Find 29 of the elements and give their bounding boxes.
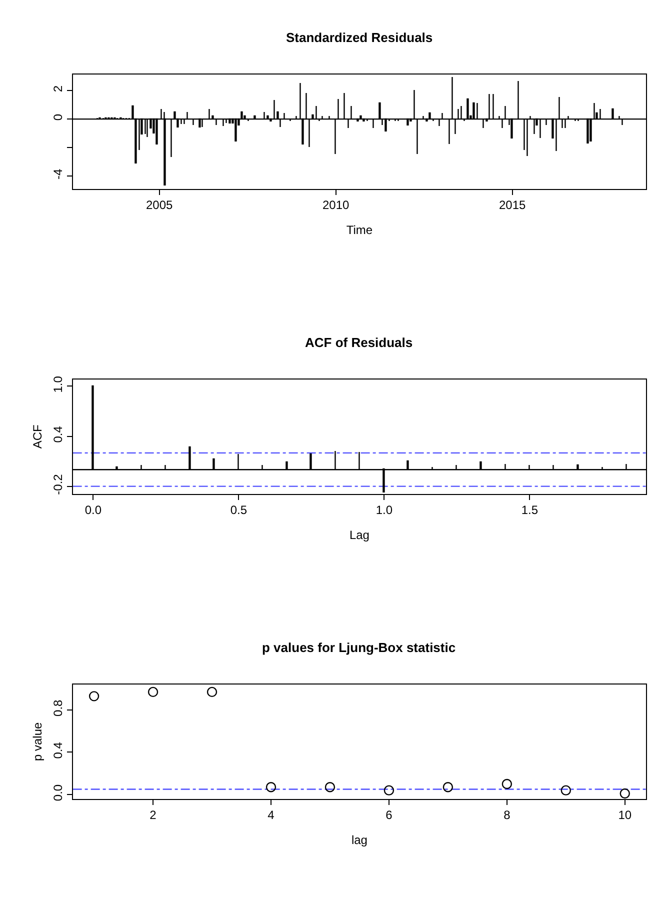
x-tick-label: 0.5 bbox=[230, 503, 248, 518]
x-tick-label: 4 bbox=[268, 808, 275, 822]
y-tick-label: 0.4 bbox=[51, 426, 66, 443]
x-tick-label: 1.5 bbox=[521, 503, 538, 518]
x-tick-label: 2 bbox=[150, 808, 157, 822]
x-tick-label: 6 bbox=[386, 808, 393, 822]
y-tick-label: 0.0 bbox=[51, 784, 66, 802]
chart-title: Standardized Residuals bbox=[286, 30, 433, 45]
y-tick-label: -0.2 bbox=[51, 474, 66, 495]
y-tick-label: 0 bbox=[51, 114, 66, 121]
y-tick-label: -4 bbox=[51, 168, 66, 180]
x-tick-label: 1.0 bbox=[376, 503, 393, 518]
chart-title: p values for Ljung-Box statistic bbox=[262, 640, 456, 655]
chart-title: ACF of Residuals bbox=[305, 335, 413, 350]
y-axis-title: p value bbox=[30, 722, 44, 762]
x-axis-title: Lag bbox=[349, 528, 370, 542]
x-tick-label: 2015 bbox=[498, 198, 526, 212]
y-axis-title: ACF bbox=[30, 424, 44, 449]
x-tick-label: 2010 bbox=[322, 198, 350, 212]
y-tick-label: 1.0 bbox=[51, 376, 66, 393]
x-tick-label: 2005 bbox=[146, 198, 173, 212]
x-tick-label: 0.0 bbox=[84, 503, 102, 518]
y-tick-label: 2 bbox=[51, 85, 66, 92]
x-tick-label: 10 bbox=[618, 808, 632, 822]
y-tick-label: 0.4 bbox=[51, 742, 66, 759]
x-axis-title: lag bbox=[351, 833, 368, 848]
x-axis-title: Time bbox=[346, 223, 373, 238]
x-tick-label: 8 bbox=[504, 808, 511, 822]
y-tick-label: 0.8 bbox=[51, 699, 66, 716]
